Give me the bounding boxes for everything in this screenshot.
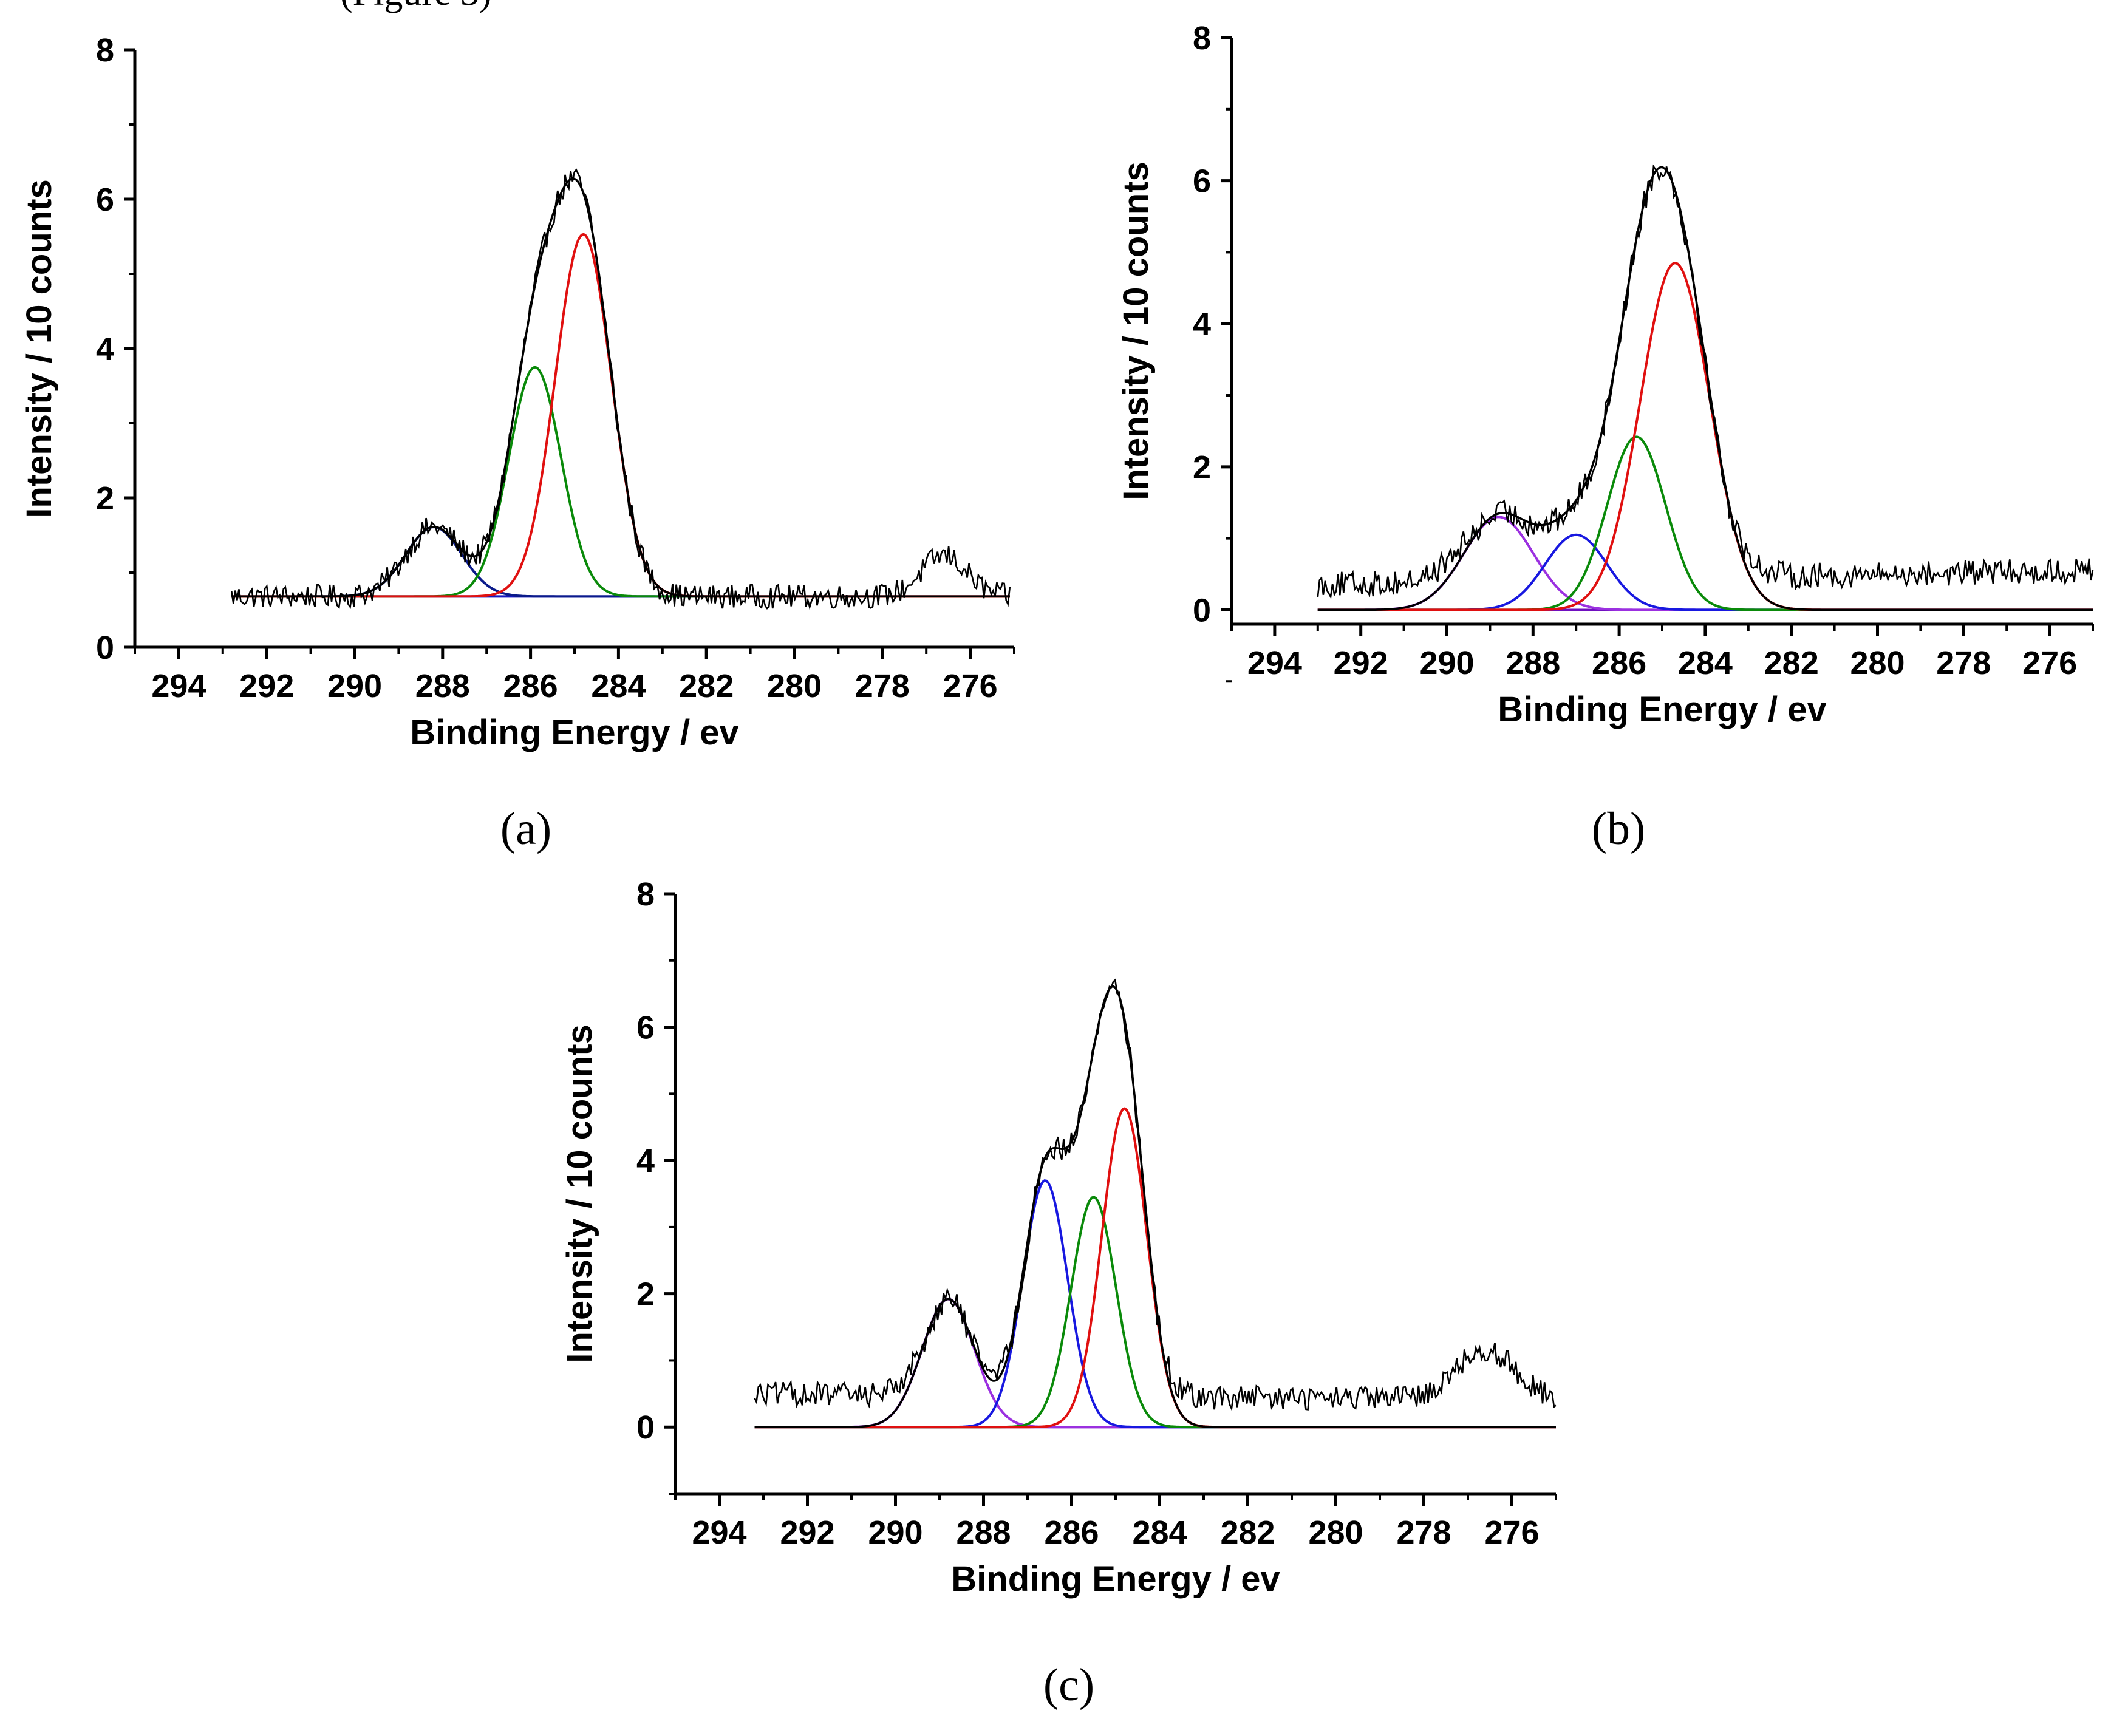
x-tick-label: 290: [1419, 645, 1474, 681]
x-tick-label: 294: [151, 668, 206, 704]
x-tick-label: 282: [1220, 1514, 1275, 1551]
x-tick-label: 278: [855, 668, 910, 704]
x-tick-label: 292: [780, 1514, 834, 1551]
x-tick-label: 282: [1764, 645, 1819, 681]
x-tick-label: 288: [956, 1514, 1011, 1551]
raw-spectrum-line: [754, 978, 1557, 1412]
y-tick-label: 2: [1193, 449, 1211, 486]
x-axis-title: Binding Energy / ev: [1498, 690, 1826, 729]
y-tick-label: 2: [636, 1276, 655, 1313]
x-tick-label: 280: [767, 668, 822, 704]
x-tick-label: 286: [503, 668, 558, 704]
y-tick-label: 8: [1193, 20, 1211, 56]
y-tick-label: 0: [96, 630, 114, 666]
component-peak-red: [1317, 262, 2093, 611]
x-tick-label: 290: [868, 1514, 922, 1551]
y-axis-title: Intensity / 10 counts: [1116, 162, 1156, 500]
x-tick-label: 280: [1850, 645, 1905, 681]
x-tick-label: 288: [1506, 645, 1560, 681]
x-tick-label: 294: [1247, 645, 1302, 681]
x-tick-label: 290: [327, 668, 382, 704]
component-peak-red: [231, 233, 1010, 598]
x-tick-label: 276: [943, 668, 998, 704]
x-tick-label: 280: [1308, 1514, 1363, 1551]
chart-panel-a: 0 2 4 6 8 294 292 290 288 286 284 282 280 278 276 Bindi…: [19, 32, 1015, 752]
panel-label-b: (b): [1592, 803, 1646, 854]
y-tick-label: 4: [96, 331, 114, 367]
component-peak-violet: [754, 1298, 1556, 1429]
x-tick-label: 288: [415, 668, 470, 704]
x-tick-label: 292: [1334, 645, 1388, 681]
component-peak-green: [231, 366, 1010, 598]
x-tick-label: 276: [1484, 1514, 1539, 1551]
x-tick-label: 282: [679, 668, 734, 704]
y-tick-label: 0: [636, 1409, 655, 1446]
caption-fragment: (Figure 3): [340, 0, 492, 13]
x-axis-title: Binding Energy / ev: [951, 1559, 1280, 1599]
envelope-fit-line: [754, 985, 1556, 1428]
raw-spectrum-line: [1317, 164, 2094, 600]
chart-panel-b: 0 2 4 6 8 294 292 290 288 286 284 282 280 278 276 Bindi…: [1116, 20, 2094, 729]
component-peak-navy: [231, 525, 1010, 598]
x-tick-label: 292: [239, 668, 294, 704]
y-tick-label: 6: [636, 1010, 655, 1046]
x-tick-label: 276: [2022, 645, 2077, 681]
y-tick-label: 6: [1193, 163, 1211, 200]
x-tick-label: 284: [1678, 645, 1733, 681]
x-tick-label: 294: [692, 1514, 746, 1551]
x-tick-label: 278: [1396, 1514, 1451, 1551]
component-peak-green: [1317, 435, 2093, 611]
x-axis-title: Binding Energy / ev: [410, 713, 738, 752]
y-tick-label: 4: [1193, 306, 1211, 342]
envelope-fit-line: [1317, 166, 2093, 611]
x-tick-label: 278: [1936, 645, 1991, 681]
y-tick-label: 6: [96, 182, 114, 218]
y-tick-label: 8: [96, 32, 114, 69]
y-axis-title: Intensity / 10 counts: [560, 1024, 599, 1363]
component-peak-red: [754, 1107, 1556, 1429]
y-tick-label: 4: [636, 1143, 655, 1179]
panel-label-c: (c): [1043, 1659, 1094, 1710]
y-tick-label: 2: [96, 480, 114, 517]
chart-panel-c: 0 2 4 6 8 294 292 290 288 286 284 282 280 278 276 Bindi…: [560, 876, 1557, 1599]
y-tick-label: 0: [1193, 592, 1211, 628]
panel-label-a: (a): [500, 803, 551, 854]
raw-spectrum-line: [231, 168, 1011, 610]
y-tick-label: 8: [636, 876, 655, 913]
y-axis-title: Intensity / 10 counts: [19, 179, 59, 518]
envelope-fit-line: [231, 177, 1010, 598]
x-tick-label: 286: [1592, 645, 1646, 681]
x-tick-label: 284: [591, 668, 646, 704]
x-tick-label: 286: [1044, 1514, 1099, 1551]
x-tick-label: 284: [1132, 1514, 1187, 1551]
